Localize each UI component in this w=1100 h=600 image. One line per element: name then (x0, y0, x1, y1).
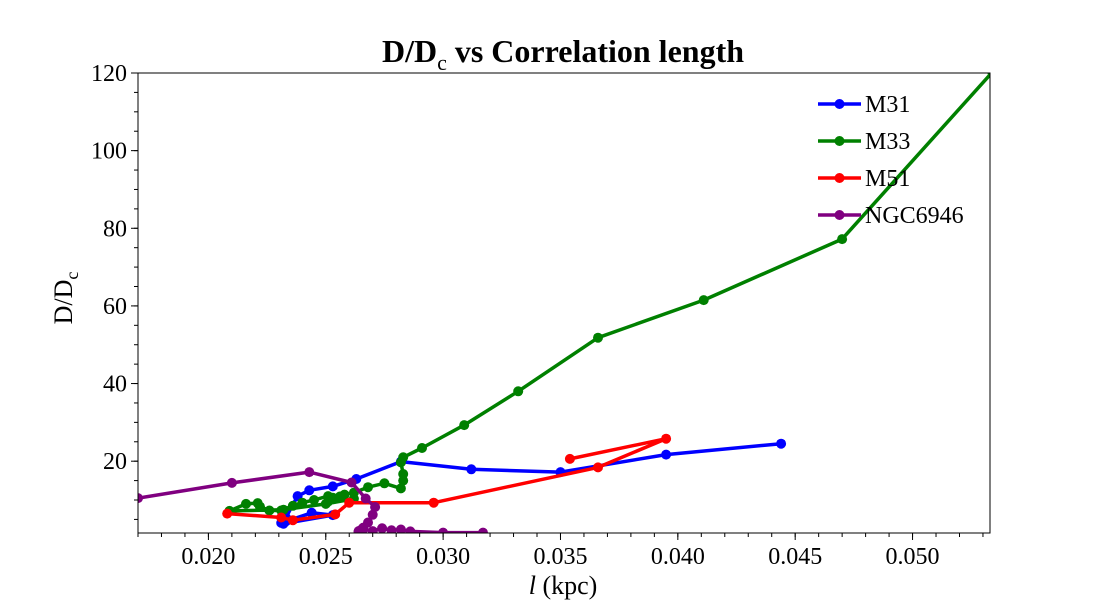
data-point-m33 (395, 457, 406, 468)
data-point-m51 (661, 433, 672, 444)
data-point-m51 (222, 508, 233, 519)
data-point-m31 (661, 449, 672, 460)
data-point-m33 (513, 386, 524, 397)
data-point-m33 (395, 483, 406, 494)
legend-item-m51: M51 (818, 166, 910, 192)
y-tick-label: 60 (103, 294, 127, 320)
data-point-m33 (323, 496, 334, 507)
chart-title: D/Dc vs Correlation length (382, 33, 744, 75)
data-point-ngc6946 (367, 509, 378, 520)
plot-frame (137, 72, 991, 534)
data-point-ngc6946 (377, 523, 388, 533)
data-point-m33 (252, 498, 263, 509)
y-axis-label: D/Dc (49, 272, 82, 325)
data-point-m51 (593, 462, 603, 473)
legend-item-m31: M31 (818, 92, 910, 118)
data-point-m51 (344, 497, 355, 508)
data-point-m33 (459, 420, 470, 431)
y-tick-label: 40 (103, 372, 127, 398)
data-point-m33 (837, 234, 848, 245)
data-point-ngc6946 (395, 524, 406, 533)
x-tick-label: 0.035 (533, 544, 587, 570)
legend-label: M51 (865, 166, 910, 192)
data-point-ngc6946 (367, 526, 378, 533)
data-point-m31 (304, 485, 315, 496)
legend: M31 M33 M51 NGC6946 (818, 92, 964, 229)
x-tick-label: 0.050 (886, 544, 940, 570)
legend-marker (834, 136, 845, 146)
legend-item-ngc6946: NGC6946 (818, 203, 964, 229)
data-point-m33 (417, 443, 427, 453)
data-point-m33 (309, 495, 319, 505)
data-point-m33 (278, 504, 289, 515)
data-point-ngc6946 (346, 477, 357, 488)
data-point-ngc6946 (304, 467, 315, 478)
data-point-m31 (776, 438, 787, 449)
x-tick-label: 0.030 (416, 544, 470, 570)
data-point-m51 (330, 509, 341, 520)
data-point-m33 (698, 295, 709, 306)
data-point-m51 (287, 515, 298, 526)
data-point-m33 (264, 505, 275, 516)
data-point-ngc6946 (386, 525, 397, 533)
x-tick-label: 0.025 (299, 544, 353, 570)
data-point-m33 (398, 475, 409, 486)
x-tick-label: 0.045 (768, 544, 822, 570)
plot-area (137, 72, 991, 534)
data-point-m33 (297, 497, 308, 508)
legend-label: M33 (865, 129, 910, 155)
data-point-m33 (379, 478, 390, 489)
legend-label: M31 (865, 92, 910, 118)
x-axis-label: l (kpc) (529, 571, 598, 600)
data-point-m51 (276, 512, 287, 523)
data-point-m33 (241, 498, 251, 509)
data-point-ngc6946 (226, 477, 237, 488)
y-tick-label: 20 (103, 449, 127, 475)
legend-marker (834, 173, 845, 183)
data-point-m31 (327, 481, 338, 492)
y-tick-label: 120 (91, 61, 127, 87)
data-point-ngc6946 (438, 527, 449, 533)
data-point-ngc6946 (138, 493, 143, 504)
data-point-ngc6946 (358, 524, 369, 533)
y-tick-label: 80 (103, 216, 127, 242)
legend-item-m33: M33 (818, 129, 910, 155)
data-point-m33 (987, 73, 990, 77)
data-point-ngc6946 (478, 527, 488, 533)
data-point-m33 (363, 482, 373, 493)
axis-ticks: 0.020 0.025 0.030 0.035 0.040 0.045 0.050 20 40 6… (91, 61, 984, 570)
data-point-ngc6946 (360, 493, 371, 504)
data-point-m33 (593, 332, 603, 343)
legend-marker (834, 210, 845, 220)
data-point-m31 (306, 507, 317, 518)
x-tick-label: 0.040 (651, 544, 705, 570)
data-point-ngc6946 (370, 502, 381, 512)
y-tick-label: 100 (91, 139, 127, 165)
data-point-m33 (287, 500, 298, 511)
data-point-m31 (466, 464, 477, 475)
data-point-m51 (564, 453, 575, 464)
legend-marker (834, 99, 845, 109)
legend-label: NGC6946 (865, 203, 964, 229)
data-point-ngc6946 (405, 526, 416, 533)
data-point-m51 (428, 497, 439, 508)
x-tick-label: 0.020 (181, 544, 235, 570)
